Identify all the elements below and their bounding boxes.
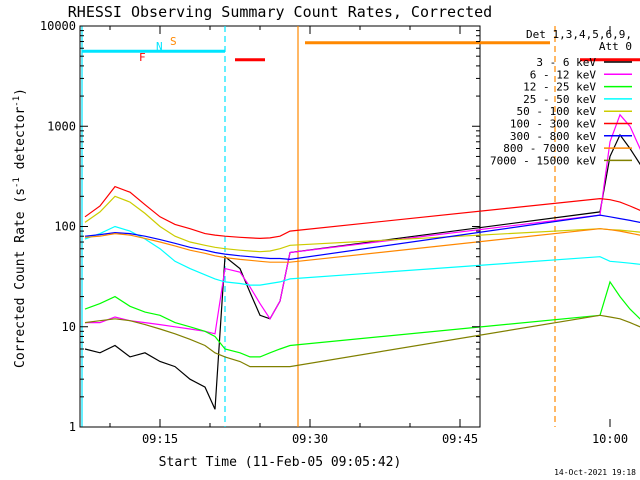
series-line xyxy=(84,195,640,253)
chart-title: RHESSI Observing Summary Count Rates, Co… xyxy=(68,3,492,21)
y-tick-label: 100 xyxy=(54,220,76,234)
series-lines xyxy=(84,113,640,410)
legend-entry-label: 300 - 800 keV xyxy=(510,130,596,143)
y-label-part1: Corrected Count Rate (s xyxy=(13,188,28,368)
y-tick-label: 1000 xyxy=(47,119,76,133)
y-label-part3: ) xyxy=(13,88,28,96)
series-line xyxy=(84,228,640,263)
legend-entry-label: 12 - 25 keV xyxy=(523,81,596,94)
legend-entry-label: 7000 - 15000 keV xyxy=(490,154,596,167)
flag-label-s: S xyxy=(170,35,177,48)
y-axis-ticks: 1 10 100 1000 10000 xyxy=(40,19,480,434)
y-label-sup1: -1 xyxy=(12,177,22,188)
x-axis-label: Start Time (11-Feb-05 09:05:42) xyxy=(159,455,402,470)
x-tick-label: 09:30 xyxy=(292,432,328,446)
legend-header-1: Det 1,3,4,5,6,9, xyxy=(526,28,632,41)
legend-entry-label: 3 - 6 keV xyxy=(536,56,596,69)
y-axis-label: Corrected Count Rate (s-1 detector-1) xyxy=(12,88,28,368)
flag-label-n: N xyxy=(156,40,163,53)
series-line xyxy=(84,225,640,286)
footer-date: 14-Oct-2021 19:18 xyxy=(554,468,636,477)
x-tick-label: 09:15 xyxy=(142,432,178,446)
x-tick-label: 10:00 xyxy=(592,432,628,446)
series-line xyxy=(84,280,640,358)
y-tick-label: 1 xyxy=(69,420,76,434)
x-tick-label: 09:45 xyxy=(442,432,478,446)
legend-entry-label: 50 - 100 keV xyxy=(517,105,597,118)
legend-entry-label: 800 - 7000 keV xyxy=(503,142,596,155)
legend-header-2: Att 0 xyxy=(599,40,632,53)
y-label-sup2: -1 xyxy=(12,96,22,107)
y-tick-label: 10000 xyxy=(40,19,76,33)
series-line xyxy=(84,133,640,410)
series-line xyxy=(84,185,640,240)
flag-label-f: F xyxy=(139,51,146,64)
series-line xyxy=(84,314,640,368)
legend-entry-label: 100 - 300 keV xyxy=(510,118,596,131)
status-bars xyxy=(82,41,640,62)
legend-entry-label: 6 - 12 keV xyxy=(530,68,597,81)
legend-entry-label: 25 - 50 keV xyxy=(523,93,596,106)
y-tick-label: 10 xyxy=(62,320,76,334)
series-line xyxy=(84,214,640,261)
y-label-part2: detector xyxy=(13,107,28,178)
